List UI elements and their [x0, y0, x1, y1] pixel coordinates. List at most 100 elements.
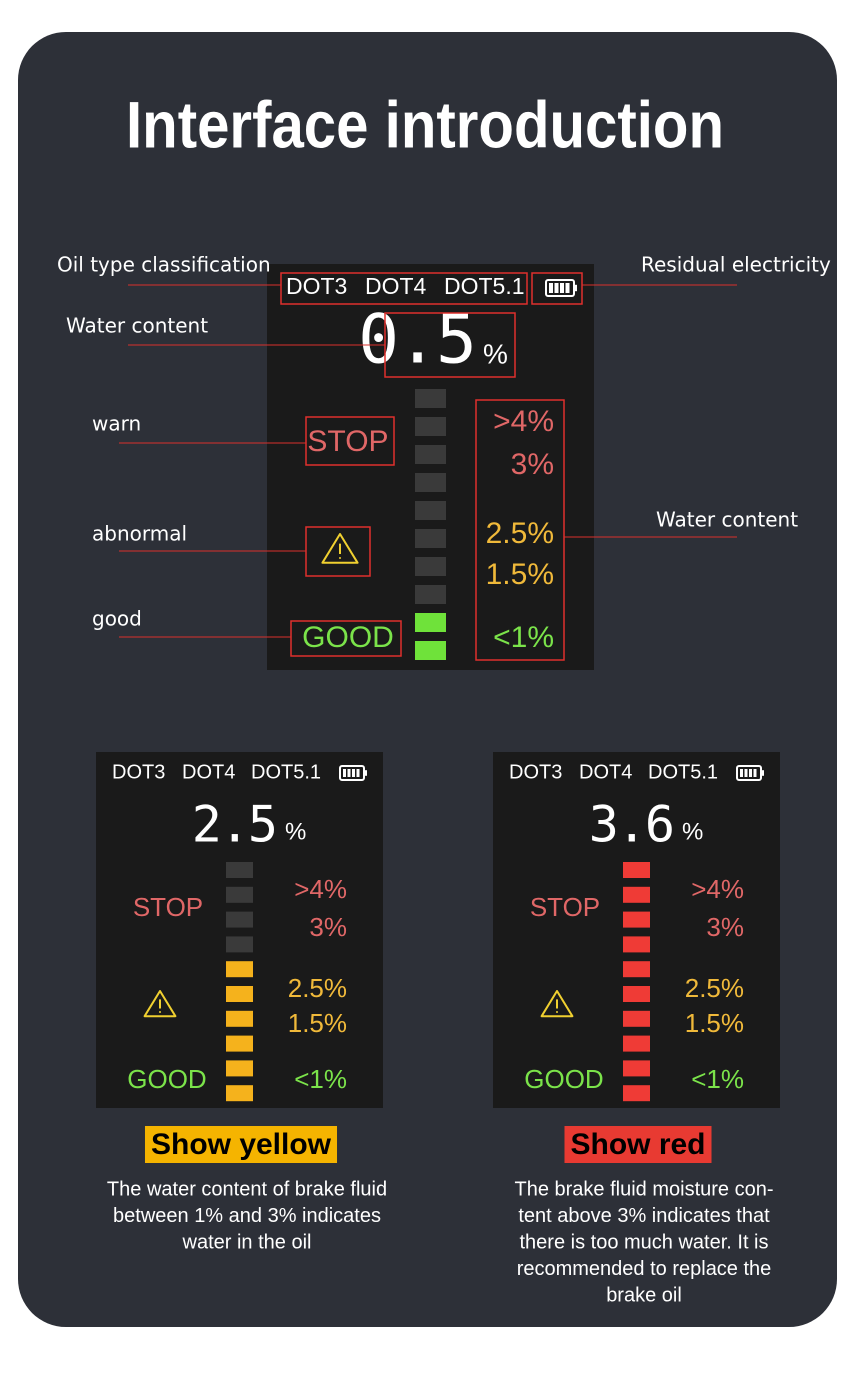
battery-level: [549, 283, 553, 293]
caption-bg: [144, 1126, 338, 1163]
unit: %: [483, 338, 508, 369]
examples: DOT3 DOT4 DOT5.1 2.5 % STOP GOOD >4% 3% 2.5% 1.5% <…: [96, 752, 780, 1306]
caption-bg: [564, 1126, 712, 1163]
level-segment: [415, 501, 446, 520]
callout: Residual electricity: [641, 253, 831, 277]
callout: Water content: [66, 314, 208, 338]
caption: Show red: [570, 1128, 705, 1161]
scale-label: 1.5%: [486, 558, 554, 591]
level-segment: [623, 1035, 650, 1052]
level-segment: [226, 961, 253, 978]
scale-label: >4%: [493, 405, 554, 438]
oil-type: DOT3: [286, 273, 347, 299]
callout: Oil type classification: [57, 253, 271, 277]
battery-level: [352, 769, 355, 777]
highlight: [290, 620, 402, 657]
oil-type: DOT4: [182, 761, 235, 783]
level-segment: [415, 557, 446, 576]
battery-level: [749, 769, 752, 777]
scale-label: 3%: [511, 448, 554, 481]
description: The brake fluid moisture con-: [514, 1178, 773, 1200]
good-label: GOOD: [524, 1064, 603, 1094]
battery-level: [554, 283, 559, 293]
level-segment: [623, 986, 650, 1002]
battery-level: [744, 769, 748, 777]
scale-label: 2.5%: [486, 517, 554, 550]
level-segment: [623, 1085, 650, 1102]
level-segment: [415, 641, 446, 660]
main-display-content: DOT3 DOT4 DOT5.10.5 %STOPGOOD>4%3%2.5%1.5%<…: [286, 273, 577, 660]
scale-label: 2.5%: [685, 973, 744, 1003]
scale-label: <1%: [691, 1064, 744, 1094]
battery-tip: [761, 770, 764, 776]
warning-icon: [540, 990, 574, 1018]
reading: 3.6: [589, 796, 673, 854]
level-segment: [226, 1010, 253, 1027]
level-segment: [623, 886, 650, 903]
level-segment: [226, 862, 253, 878]
description: water in the oil: [182, 1231, 312, 1253]
scale-label: >4%: [294, 874, 347, 904]
level-segment: [226, 936, 253, 953]
unit: %: [285, 818, 306, 845]
title: Interface introduction: [126, 87, 724, 161]
level-segment: [623, 862, 650, 878]
battery-level: [356, 769, 360, 777]
highlight: [475, 399, 565, 661]
scale-label: 3%: [309, 912, 347, 942]
scale-label: 1.5%: [685, 1008, 744, 1038]
battery-level: [565, 283, 570, 293]
scale-label: 2.5%: [288, 973, 347, 1003]
description: tent above 3% indicates that: [518, 1205, 770, 1227]
level-segment: [226, 911, 253, 928]
oil-type: DOT4: [365, 273, 427, 299]
unit: %: [682, 818, 703, 845]
level-segment: [415, 473, 446, 492]
scale-label: >4%: [691, 874, 744, 904]
oil-type: DOT3: [112, 761, 165, 783]
scale-label: 1.5%: [288, 1008, 347, 1038]
oil-type: DOT5.1: [444, 273, 525, 299]
description: between 1% and 3% indicates: [113, 1205, 381, 1227]
level-segment: [226, 986, 253, 1002]
callout: good: [92, 607, 142, 631]
level-segment: [415, 445, 446, 464]
stop-label: STOP: [133, 892, 203, 922]
scale-label: <1%: [493, 621, 554, 654]
callout: Water content: [656, 508, 798, 532]
battery-level: [740, 769, 743, 777]
oil-type: DOT4: [579, 761, 632, 783]
level-segment: [415, 417, 446, 436]
description: recommended to replace the: [517, 1258, 772, 1280]
scale-label: 3%: [706, 912, 744, 942]
level-segment: [623, 1010, 650, 1027]
oil-type: DOT3: [509, 761, 562, 783]
level-segment: [226, 1085, 253, 1102]
level-segment: [415, 389, 446, 408]
battery-level: [347, 769, 351, 777]
good-label: GOOD: [127, 1064, 206, 1094]
level-segment: [415, 529, 446, 548]
description: brake oil: [606, 1284, 682, 1306]
warning-icon: [143, 990, 177, 1018]
level-segment: [226, 1060, 253, 1077]
battery-level: [753, 769, 757, 777]
highlight: [531, 272, 583, 305]
battery-tip: [364, 770, 367, 776]
level-segment: [415, 613, 446, 632]
highlight: [305, 416, 395, 466]
battery-level: [343, 769, 346, 777]
callout: abnormal: [92, 522, 187, 546]
callout: warn: [92, 412, 141, 436]
level-segment: [226, 886, 253, 903]
level-segment: [623, 936, 650, 953]
battery-level: [560, 283, 564, 293]
level-segment: [623, 911, 650, 928]
level-segment: [623, 1060, 650, 1077]
reading: 2.5: [192, 796, 276, 854]
card: [18, 32, 837, 1327]
oil-type: DOT5.1: [251, 761, 321, 783]
description: The water content of brake fluid: [107, 1178, 387, 1200]
level-segment: [623, 961, 650, 978]
